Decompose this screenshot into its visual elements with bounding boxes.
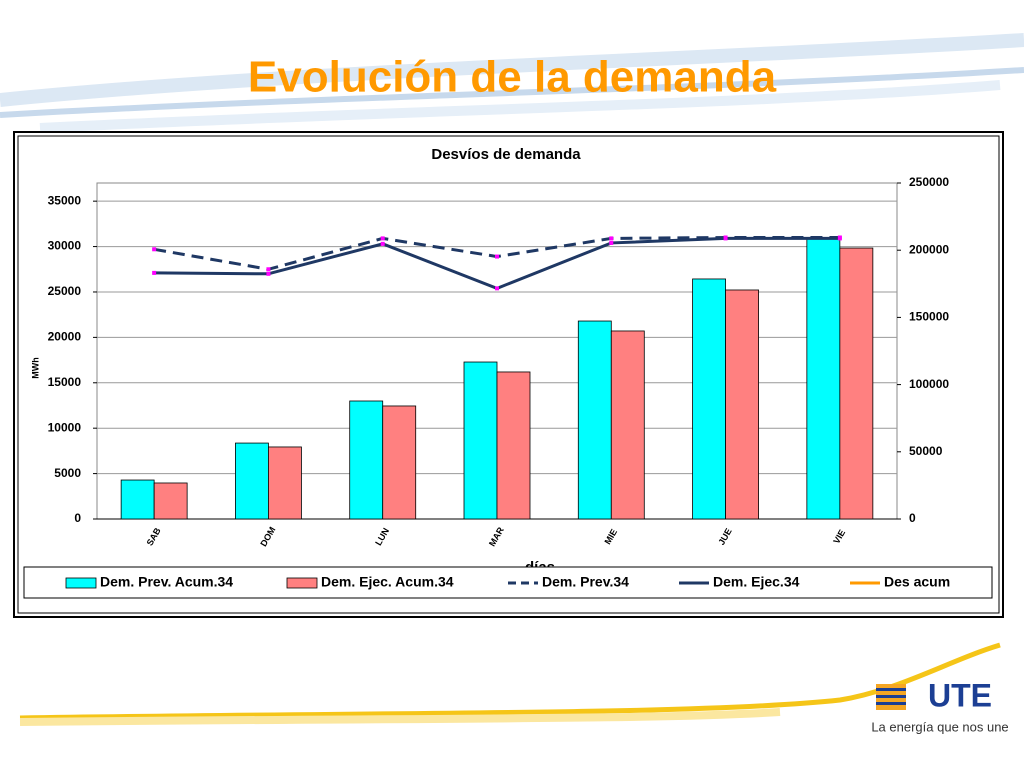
legend-label: Dem. Prev. Acum.34: [100, 574, 233, 590]
legend-label: Dem. Ejec.34: [713, 574, 800, 590]
point-marker: [380, 241, 385, 246]
bar: [349, 400, 384, 520]
logo-text: UTE: [928, 677, 992, 713]
bar: [577, 320, 612, 520]
bar: [610, 330, 645, 520]
y2-tick-label: 150000: [909, 310, 949, 324]
y-tick-label: 25000: [48, 284, 82, 298]
legend-label: Dem. Ejec. Acum.34: [321, 574, 454, 590]
y2-tick-label: 0: [909, 511, 916, 525]
y2-tick-label: 100000: [909, 377, 949, 391]
bar: [463, 361, 498, 520]
point-marker: [495, 254, 499, 259]
bar: [153, 482, 188, 520]
y-tick-label: 5000: [54, 466, 81, 480]
bar: [839, 247, 874, 520]
point-marker: [495, 286, 499, 291]
bar: [692, 278, 726, 520]
y2-tick-label: 200000: [909, 242, 949, 256]
bar: [382, 405, 417, 520]
y-tick-label: 35000: [48, 193, 82, 207]
y-axis-label: MWh: [30, 357, 40, 379]
point-marker: [152, 247, 157, 252]
decoration: [0, 33, 1024, 726]
y-tick-label: 10000: [48, 420, 82, 434]
legend-swatch: [286, 577, 318, 589]
point-marker: [380, 236, 385, 241]
y-tick-label: 15000: [48, 375, 82, 389]
y2-tick-label: 50000: [909, 444, 943, 458]
chart-inner-frame: [17, 135, 1000, 614]
bar: [235, 442, 269, 520]
logo-tagline: La energía que nos une: [871, 719, 1008, 734]
y-tick-label: 20000: [48, 330, 82, 344]
point-marker: [837, 236, 842, 241]
bar: [806, 237, 841, 520]
point-marker: [609, 236, 614, 241]
legend-label: Dem. Prev.34: [542, 574, 629, 590]
point-marker: [609, 240, 614, 245]
bar: [496, 371, 531, 520]
point-marker: [723, 236, 728, 241]
bar: [725, 289, 759, 520]
chart-title: Desvíos de demanda: [431, 146, 581, 163]
legend-swatch: [65, 577, 97, 589]
y-tick-label: 30000: [48, 239, 82, 253]
logo: UTE La energía que nos une: [871, 677, 1008, 734]
point-marker: [266, 271, 271, 276]
y2-tick-label: 250000: [909, 175, 949, 189]
slide-title: Evolución de la demanda: [248, 53, 777, 102]
point-marker: [266, 267, 271, 272]
legend-label: Des acum: [884, 574, 950, 590]
bar: [268, 446, 302, 520]
y-tick-label: 0: [74, 511, 81, 525]
point-marker: [152, 270, 157, 275]
bar: [120, 479, 155, 520]
